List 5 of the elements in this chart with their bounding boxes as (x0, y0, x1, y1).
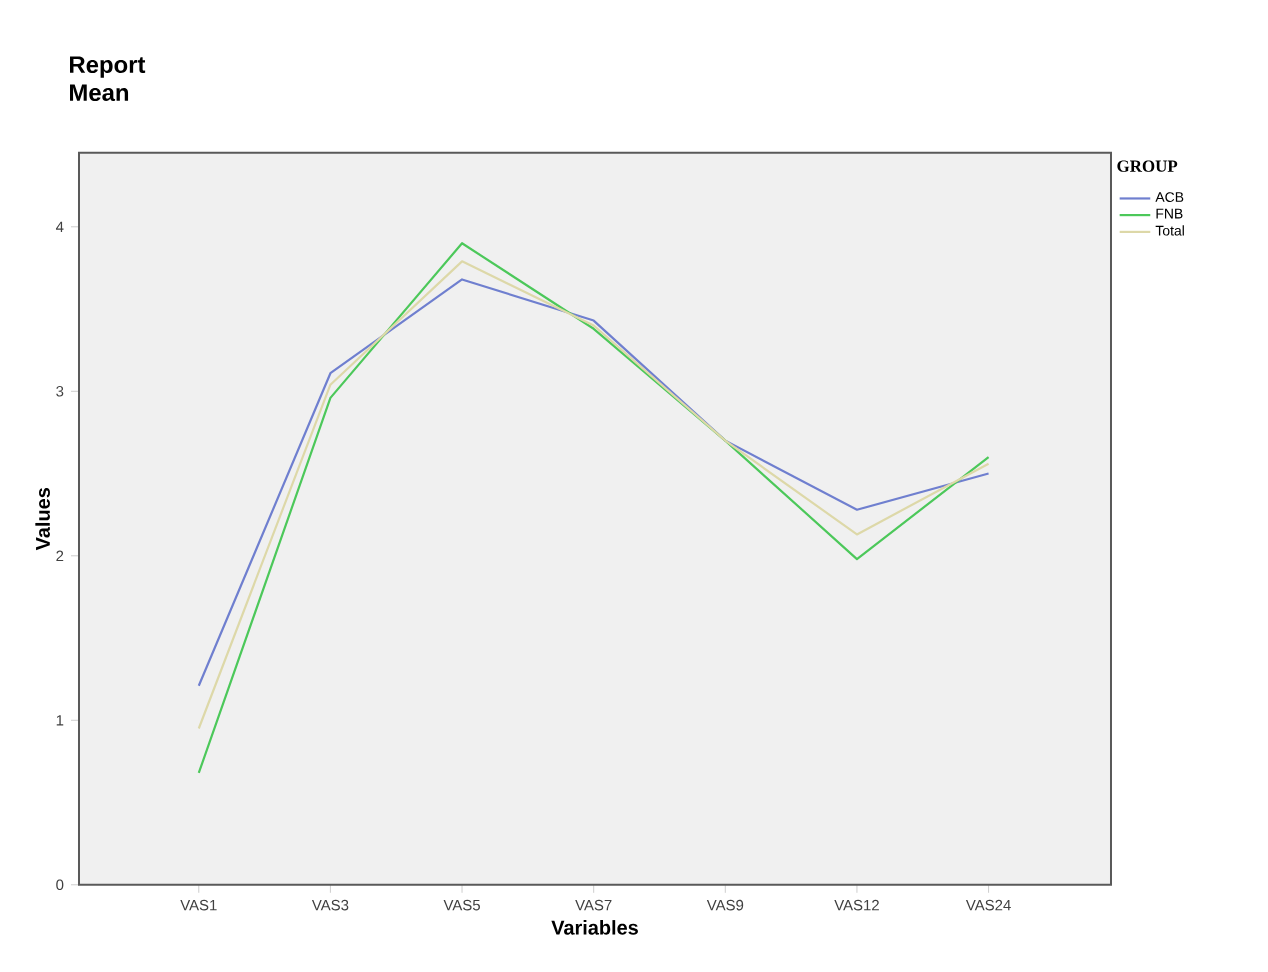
legend-title: GROUP (1117, 160, 1178, 172)
x-axis-title: Variables (551, 920, 638, 935)
y-axis-title: Values (35, 488, 50, 551)
chart-subtitle: Mean (70, 84, 129, 102)
chart-title: Report (70, 56, 146, 78)
